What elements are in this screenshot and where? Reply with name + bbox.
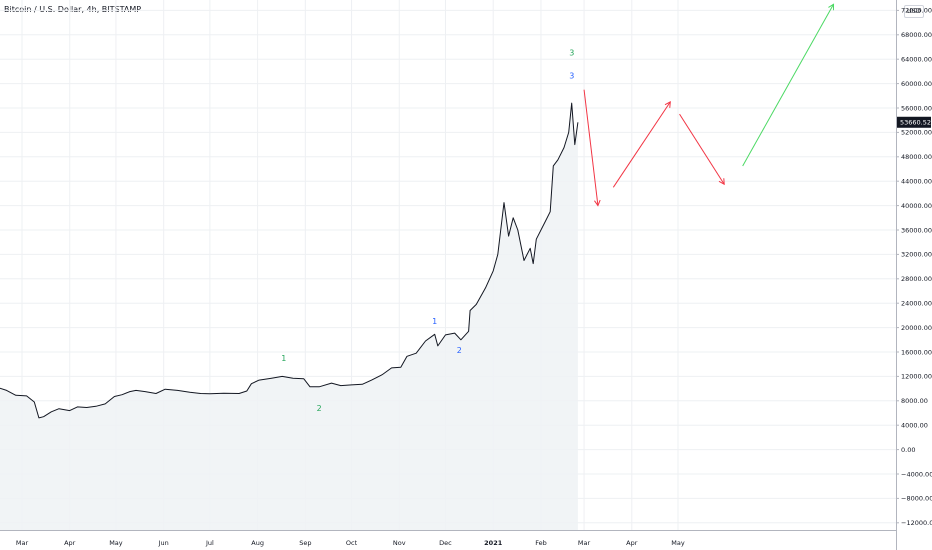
- y-tick-label: 60000.00: [901, 80, 932, 88]
- x-tick-label: Apr: [626, 539, 638, 547]
- x-tick-label: Jul: [205, 539, 214, 547]
- x-tick-label: Sep: [299, 539, 311, 547]
- x-tick-label: May: [109, 539, 123, 547]
- y-tick-label: 28000.00: [901, 275, 932, 283]
- x-tick-label: Apr: [64, 539, 76, 547]
- projection-arrowhead: [664, 101, 671, 108]
- x-tick-label: Aug: [251, 539, 264, 547]
- wave-label: 2: [317, 404, 322, 413]
- wave-label: 1: [432, 317, 437, 326]
- x-tick-label: Nov: [393, 539, 406, 547]
- x-axis-ticks: Mar Apr May Jun Jul Aug Sep Oct Nov Dec 2021 Feb Mar…: [16, 539, 685, 547]
- wave-label: 2: [457, 346, 462, 355]
- wave-labels: 12123315: [281, 49, 574, 414]
- y-tick-label: 40000.00: [901, 202, 932, 210]
- y-tick-label: 8000.00: [901, 397, 928, 405]
- last-price-label: 53660.52: [900, 119, 931, 127]
- y-tick-label: 24000.00: [901, 300, 932, 308]
- y-tick-label: 16000.00: [901, 348, 932, 356]
- y-tick-label: −8000.00: [901, 495, 932, 503]
- y-tick-label: 36000.00: [901, 226, 932, 234]
- y-tick-label: 4000.00: [901, 422, 928, 430]
- price-line: [0, 102, 579, 419]
- chart-axes: [0, 0, 897, 550]
- wave-label: 3: [569, 49, 574, 58]
- y-tick-label: −4000.00: [901, 470, 932, 478]
- x-tick-label: Oct: [346, 539, 358, 547]
- currency-button[interactable]: USD: [904, 5, 924, 18]
- x-tick-label: Feb: [535, 539, 547, 547]
- wave-label: 1: [281, 354, 286, 363]
- projection-arrows: [583, 3, 835, 207]
- projection-arrow: [612, 101, 671, 188]
- x-tick-label: 2021: [484, 539, 503, 547]
- projection-arrowhead: [828, 3, 835, 11]
- y-tick-label: 48000.00: [901, 153, 932, 161]
- y-tick-label: −12000.00: [901, 519, 932, 527]
- projection-arrowhead: [718, 178, 725, 186]
- price-area-fill: [0, 103, 578, 530]
- wave-label: 3: [569, 72, 574, 81]
- y-tick-label: 56000.00: [901, 104, 932, 112]
- y-tick-label: 12000.00: [901, 373, 932, 381]
- y-tick-label: 0.00: [901, 446, 915, 454]
- x-tick-label: Mar: [16, 539, 29, 547]
- y-tick-label: 72000.00: [901, 7, 932, 15]
- projection-arrowhead: [594, 199, 601, 207]
- last-price-badge: [897, 116, 931, 128]
- last-price-tag: 53660.52: [897, 116, 931, 128]
- y-tick-label: 44000.00: [901, 178, 932, 186]
- y-tick-label: 20000.00: [901, 324, 932, 332]
- chart-title: Bitcoin / U.S. Dollar, 4h, BITSTAMP: [4, 5, 142, 14]
- price-line-group: [0, 102, 579, 419]
- projection-arrow: [583, 89, 599, 206]
- y-axis-ticks: −12000.00 −8000.00 −4000.00 0.00 4000.00 8000…: [896, 7, 932, 527]
- y-tick-label: 64000.00: [901, 56, 932, 64]
- y-tick-label: 52000.00: [901, 129, 932, 137]
- projection-arrow: [679, 113, 725, 185]
- x-tick-label: May: [671, 539, 685, 547]
- y-tick-label: 32000.00: [901, 251, 932, 259]
- x-tick-label: Dec: [439, 539, 452, 547]
- price-area: [0, 103, 578, 530]
- x-tick-label: Mar: [578, 539, 591, 547]
- x-tick-label: Jun: [158, 539, 169, 547]
- projection-arrow: [742, 4, 834, 167]
- y-tick-label: 68000.00: [901, 31, 932, 39]
